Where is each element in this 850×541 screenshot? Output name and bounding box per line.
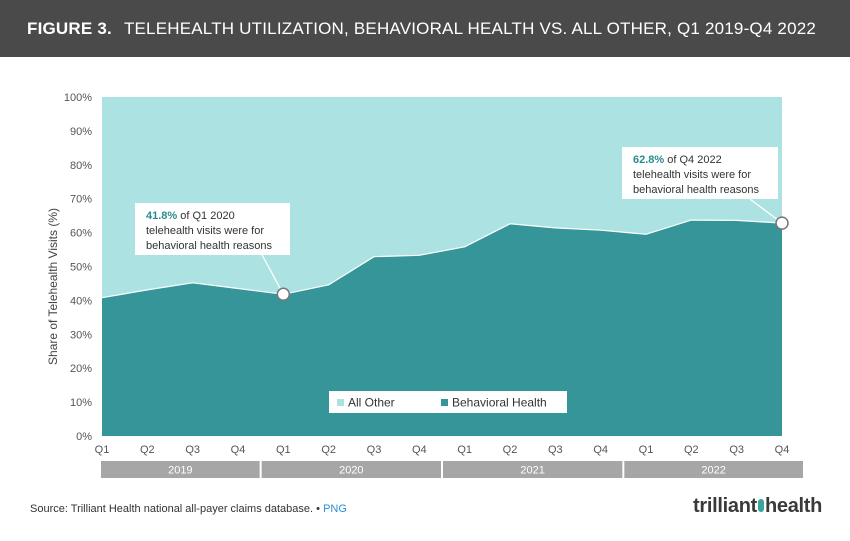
year-label: 2019 bbox=[168, 465, 192, 477]
x-tick-label: Q3 bbox=[367, 444, 382, 456]
year-band bbox=[101, 461, 260, 478]
y-tick-label: 50% bbox=[70, 262, 92, 274]
source-text: Source: Trilliant Health national all-pa… bbox=[30, 503, 314, 515]
y-tick-label: 20% bbox=[70, 363, 92, 375]
callout-box bbox=[135, 203, 290, 255]
callout-line-3: behavioral health reasons bbox=[633, 184, 759, 196]
logo-text-health: health bbox=[764, 495, 823, 517]
year-label: 2020 bbox=[339, 465, 363, 477]
x-tick-label: Q2 bbox=[140, 444, 155, 456]
x-tick-label: Q1 bbox=[457, 444, 472, 456]
callout-text: of Q4 2022 bbox=[664, 154, 722, 166]
x-tick-label: Q4 bbox=[775, 444, 790, 456]
callout-box bbox=[622, 147, 778, 199]
y-tick-label: 90% bbox=[70, 126, 92, 138]
x-tick-label: Q3 bbox=[548, 444, 563, 456]
legend-swatch bbox=[337, 399, 344, 406]
callout-line-1: 62.8% of Q4 2022 bbox=[633, 154, 722, 166]
callout-marker bbox=[775, 216, 789, 230]
x-tick-label: Q1 bbox=[639, 444, 654, 456]
x-tick-label: Q2 bbox=[321, 444, 336, 456]
callout-line-1: 41.8% of Q1 2020 bbox=[146, 210, 235, 222]
x-tick-label: Q2 bbox=[684, 444, 699, 456]
legend-label: All Other bbox=[348, 396, 395, 410]
x-tick-label: Q2 bbox=[503, 444, 518, 456]
year-label: 2021 bbox=[520, 465, 544, 477]
x-tick-label: Q3 bbox=[729, 444, 744, 456]
y-tick-label: 40% bbox=[70, 295, 92, 307]
x-tick-label: Q1 bbox=[95, 444, 110, 456]
y-tick-label: 100% bbox=[64, 92, 92, 104]
y-tick-label: 10% bbox=[70, 397, 92, 409]
callout-text: of Q1 2020 bbox=[177, 210, 235, 222]
source-note: Source: Trilliant Health national all-pa… bbox=[30, 503, 347, 515]
callout-line-2: telehealth visits were for bbox=[633, 169, 751, 181]
chart-title: TELEHEALTH UTILIZATION, BEHAVIORAL HEALT… bbox=[123, 18, 817, 38]
figure-label: FIGURE 3. bbox=[27, 18, 112, 38]
callout-leader-line bbox=[261, 254, 284, 295]
year-label: 2022 bbox=[701, 465, 725, 477]
y-tick-label: 30% bbox=[70, 329, 92, 341]
logo-text-trilliant: trilliant bbox=[693, 495, 757, 517]
x-tick-label: Q1 bbox=[276, 444, 291, 456]
year-band bbox=[443, 461, 623, 478]
callout-line-3: behavioral health reasons bbox=[146, 240, 272, 252]
footer-separator: • bbox=[316, 503, 321, 515]
callout-value: 62.8% bbox=[633, 154, 664, 166]
logo-mark-icon bbox=[757, 499, 764, 512]
year-band bbox=[261, 461, 441, 478]
trilliant-health-logo: trilliant health bbox=[693, 495, 822, 518]
title-bar: FIGURE 3. TELEHEALTH UTILIZATION, BEHAVI… bbox=[0, 0, 850, 57]
legend-swatch bbox=[441, 399, 448, 406]
callout-line-2: telehealth visits were for bbox=[146, 225, 264, 237]
y-tick-label: 70% bbox=[70, 194, 92, 206]
x-tick-label: Q4 bbox=[412, 444, 427, 456]
y-tick-label: 80% bbox=[70, 160, 92, 172]
x-tick-label: Q4 bbox=[231, 444, 246, 456]
callout-marker bbox=[276, 287, 291, 302]
x-tick-label: Q4 bbox=[593, 444, 608, 456]
series-behavioral-health-area bbox=[102, 220, 782, 436]
callout-value: 41.8% bbox=[146, 210, 177, 222]
y-tick-label: 60% bbox=[70, 228, 92, 240]
y-axis-label: Share of Telehealth Visits (%) bbox=[46, 208, 60, 365]
series-boundary-line bbox=[101, 219, 783, 299]
area-chart: 0% 10% 20% 30% 40% 50% 60% 70% 80% 90% 100% Share o… bbox=[46, 92, 803, 478]
x-tick-label: Q3 bbox=[185, 444, 200, 456]
legend-label: Behavioral Health bbox=[452, 396, 547, 410]
y-tick-label: 0% bbox=[76, 431, 92, 443]
png-link[interactable]: PNG bbox=[323, 503, 347, 515]
year-band bbox=[624, 461, 803, 478]
